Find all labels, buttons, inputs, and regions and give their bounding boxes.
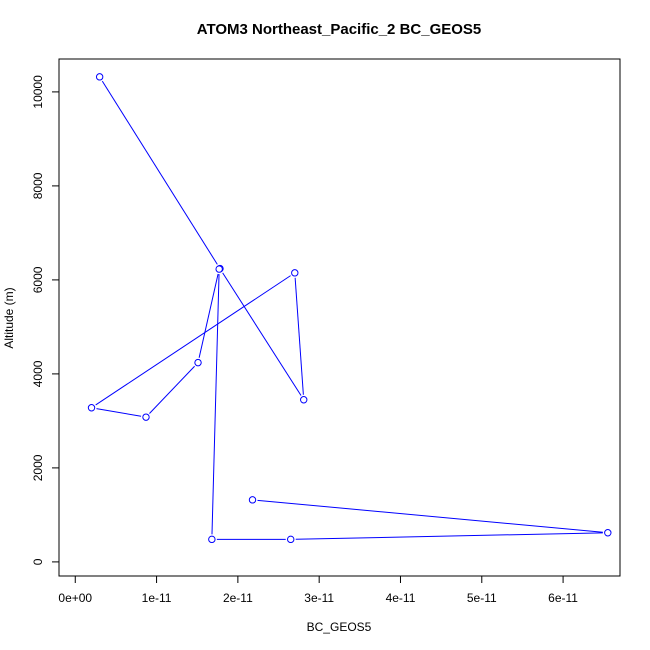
y-tick-label: 0	[31, 558, 45, 565]
series-layer	[87, 73, 612, 544]
series-segment	[149, 365, 195, 414]
data-point	[215, 265, 223, 273]
series-segment	[96, 408, 142, 417]
y-tick-label: 4000	[31, 360, 45, 387]
x-axis: 0e+00 1e-11 2e-11 3e-11 4e-11 5e-11 6e-11	[58, 575, 578, 605]
data-point	[604, 529, 612, 537]
data-point	[194, 358, 202, 367]
x-tick-label: 6e-11	[548, 591, 578, 605]
x-tick-label: 5e-11	[467, 591, 497, 605]
y-tick-label: 2000	[31, 454, 45, 481]
data-point	[95, 73, 104, 81]
data-point	[287, 535, 295, 544]
data-point	[248, 496, 257, 504]
x-tick-label: 2e-11	[223, 591, 253, 605]
series-segment	[101, 80, 218, 265]
y-tick-label: 10000	[31, 75, 45, 109]
data-point	[291, 269, 299, 277]
series-segment	[222, 272, 302, 396]
y-axis-label: Altitude (m)	[2, 287, 16, 348]
x-axis-label: BC_GEOS5	[307, 620, 372, 634]
series-segment	[211, 274, 220, 535]
series-segment	[295, 532, 603, 540]
y-tick-label: 6000	[31, 266, 45, 293]
series-segment	[257, 499, 603, 533]
series-segment	[95, 275, 291, 406]
x-tick-label: 1e-11	[142, 591, 172, 605]
x-tick-label: 4e-11	[386, 591, 416, 605]
x-tick-label: 3e-11	[304, 591, 334, 605]
x-tick-label: 0e+00	[58, 591, 92, 605]
y-tick-label: 8000	[31, 172, 45, 199]
data-point	[300, 396, 308, 404]
plot-frame	[58, 58, 621, 577]
data-point	[142, 413, 150, 421]
y-axis: 0 2000 4000 6000 8000 10000	[31, 75, 60, 565]
series-segment	[294, 277, 304, 395]
chart-title: ATOM3 Northeast_Pacific_2 BC_GEOS5	[197, 21, 482, 38]
data-point	[87, 404, 96, 412]
data-point	[208, 535, 216, 544]
series-segment	[198, 273, 219, 358]
